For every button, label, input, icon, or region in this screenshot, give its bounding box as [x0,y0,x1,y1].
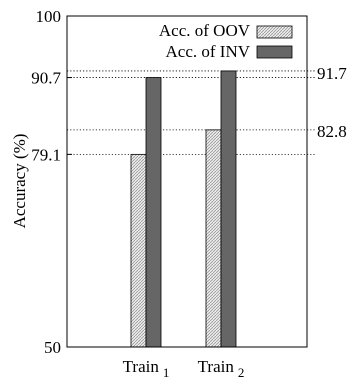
legend-swatch-oov [256,25,293,39]
x-tick-labels: Train 1 Train 2 [123,357,245,379]
y-ticks: 50 79.1 90.7 100 [31,7,72,357]
x-tick-label-train2: Train 2 [198,357,245,379]
x-tick-label-train1: Train 1 [123,357,170,379]
bar-oov-train2 [205,129,222,348]
legend-label-inv: Acc. of INV [166,42,251,61]
reference-lines [67,70,315,155]
x-tick-label-subscript: 1 [163,365,170,379]
bar-oov-train1 [130,153,147,348]
plot-frame [66,15,308,348]
y-axis-label: Accuracy (%) [10,134,29,229]
legend-swatch-inv [256,45,293,59]
legend-label-oov: Acc. of OOV [159,21,251,40]
bars [130,70,237,348]
y-tick-label-1: 79.1 [31,145,61,164]
x-tick-label-subscript: 2 [238,365,245,379]
x-tick-label-base: Train [123,357,160,376]
annotation-oov-train2: 82.8 [317,122,347,141]
x-tick-label-base: Train [198,357,235,376]
bar-inv-train1 [145,77,162,348]
y-tick-label-0: 50 [44,338,61,357]
bar-inv-train2 [220,70,237,348]
annotation-inv-train2: 91.7 [317,64,347,83]
legend: Acc. of OOV Acc. of INV [159,21,293,61]
y-tick-label-2: 90.7 [31,69,61,88]
y-tick-label-3: 100 [36,7,62,26]
